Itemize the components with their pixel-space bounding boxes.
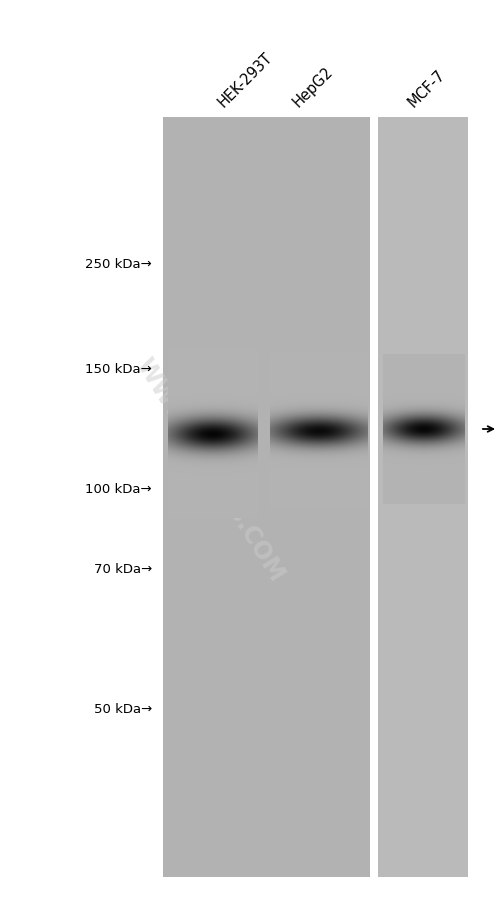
Text: 150 kDa→: 150 kDa→ [85,364,152,376]
Bar [378,118,468,877]
Text: HepG2: HepG2 [290,64,336,110]
Bar [163,118,370,877]
Text: 70 kDa→: 70 kDa→ [94,563,152,575]
Text: HEK-293T: HEK-293T [215,50,275,110]
Text: 50 kDa→: 50 kDa→ [94,703,152,715]
Text: MCF-7: MCF-7 [405,67,448,110]
Text: 250 kDa→: 250 kDa→ [85,258,152,272]
Text: 100 kDa→: 100 kDa→ [86,483,152,496]
Text: WWW.PTGLAB.COM: WWW.PTGLAB.COM [132,353,288,585]
